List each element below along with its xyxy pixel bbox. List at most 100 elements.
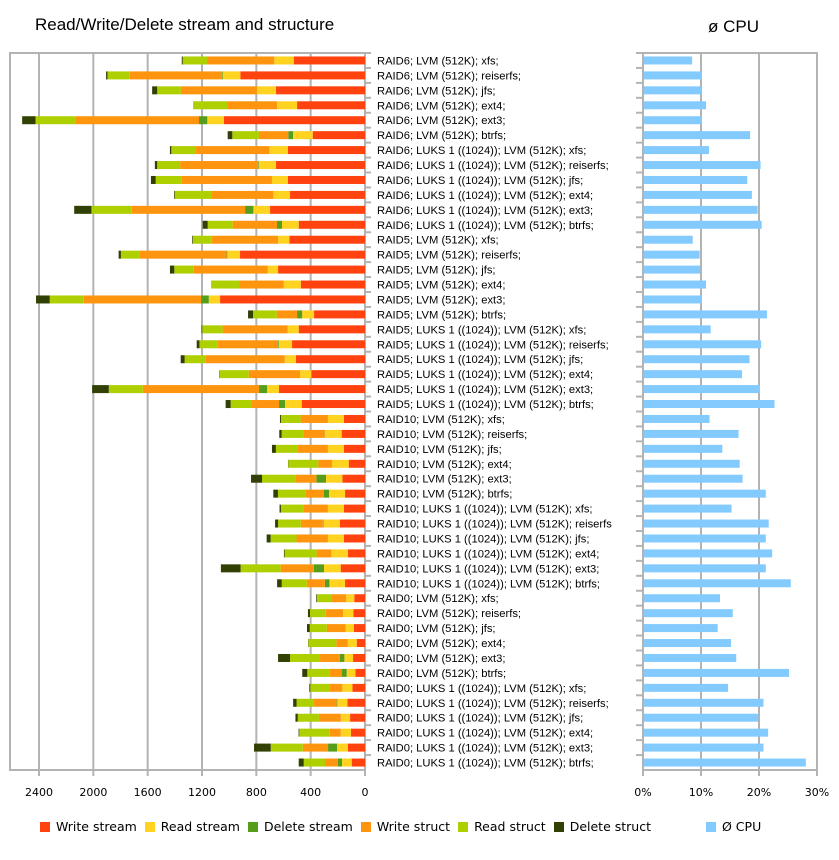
bar-segment-read-stream — [346, 668, 356, 677]
cpu-bar — [644, 549, 773, 558]
bar-segment-write-struct — [306, 579, 325, 588]
legend-left: Write stream Read stream Delete stream Writ… — [40, 819, 659, 834]
bar-segment-write-struct — [305, 489, 324, 498]
legend-right: Ø CPU — [706, 819, 769, 834]
bar-segment-read-stream — [327, 414, 344, 423]
category-label: RAID6; LVM (512K); ext4; — [377, 100, 506, 112]
bar-segment-read-struct — [310, 683, 330, 692]
bar-segment-write-stream — [240, 250, 365, 259]
category-label: RAID5; LUKS 1 ((1024)); LVM (512K); ext4… — [377, 369, 593, 381]
category-label: RAID5; LVM (512K); ext4; — [377, 280, 506, 292]
category-label: RAID5; LVM (512K); reiserfs; — [377, 250, 521, 262]
bar-segment-write-stream — [348, 459, 365, 468]
bar-segment-read-stream — [331, 549, 349, 558]
bar-segment-delete-struct — [192, 235, 193, 244]
category-labels: RAID6; LVM (512K); xfs; RAID6; LVM (512K)… — [377, 55, 612, 769]
bar-segment-write-struct — [318, 713, 341, 722]
bar-segment-write-stream — [276, 161, 365, 170]
cpu-bar — [644, 668, 789, 677]
category-label: RAID5; LUKS 1 ((1024)); LVM (512K); ext3… — [377, 384, 593, 396]
cpu-bar — [644, 205, 758, 214]
bar-segment-read-struct — [309, 624, 327, 633]
bar-segment-read-stream — [329, 489, 346, 498]
chart-title-right: ø CPU — [708, 17, 759, 36]
cpu-bar — [644, 400, 775, 409]
bar-segment-write-stream — [297, 101, 365, 110]
bar-segment-delete-struct — [92, 385, 109, 394]
bar-segment-write-stream — [348, 549, 365, 558]
bar-segment-read-stream — [222, 71, 241, 80]
bar-segment-write-stream — [356, 639, 365, 648]
bar-segment-write-stream — [353, 624, 365, 633]
legend-item: Write struct — [360, 819, 450, 834]
bar-segment-write-struct — [180, 86, 258, 95]
bar-segment-write-stream — [353, 653, 365, 662]
right-tick-label: 0% — [634, 786, 651, 799]
bar-segment-write-stream — [339, 519, 365, 528]
bar-segment-write-stream — [342, 474, 365, 483]
bar-segment-read-struct — [280, 504, 304, 513]
bar-segment-delete-struct — [169, 265, 175, 274]
bar-segment-write-struct — [326, 624, 346, 633]
cpu-bar — [644, 489, 766, 498]
cpu-bar — [644, 265, 701, 274]
bar-segment-delete-struct — [279, 429, 282, 438]
category-label: RAID0; LUKS 1 ((1024)); LVM (512K); xfs; — [377, 683, 586, 695]
bar-segment-read-struct — [303, 758, 326, 767]
bar-segment-read-struct — [309, 609, 326, 618]
bar-segment-read-struct — [262, 474, 296, 483]
bar-segment-write-stream — [345, 489, 365, 498]
bar-segment-delete-stream — [336, 698, 338, 707]
bar-segment-write-struct — [318, 459, 332, 468]
bar-segment-write-stream — [301, 400, 365, 409]
bar-segment-write-stream — [300, 280, 365, 289]
bar-segment-read-struct — [207, 220, 233, 229]
bar-segment-write-stream — [287, 146, 365, 155]
bar-segment-write-struct — [193, 265, 268, 274]
cpu-bars — [644, 56, 806, 767]
bar-segment-read-stream — [271, 175, 288, 184]
category-label: RAID0; LUKS 1 ((1024)); LVM (512K); ext3… — [377, 743, 593, 755]
legend-swatch — [40, 821, 50, 832]
bar-segment-write-struct — [75, 116, 200, 125]
bar-segment-write-struct — [316, 549, 332, 558]
bar-segment-read-struct — [107, 71, 130, 80]
bar-segment-read-stream — [300, 370, 312, 379]
bar-segment-read-struct — [232, 131, 259, 140]
category-label: RAID5; LVM (512K); jfs; — [377, 265, 496, 277]
cpu-bar — [644, 250, 700, 259]
bar-segment-delete-stream — [259, 385, 268, 394]
bar-segment-delete-struct — [283, 549, 285, 558]
legend-item: Write stream — [40, 819, 137, 834]
bar-segment-read-struct — [192, 235, 212, 244]
bar-segment-write-stream — [355, 668, 365, 677]
category-label: RAID0; LVM (512K); jfs; — [377, 623, 496, 635]
bar-segment-read-stream — [284, 400, 302, 409]
bar-segment-write-stream — [352, 683, 365, 692]
bar-segment-delete-struct — [306, 624, 310, 633]
bar-segment-read-stream — [340, 728, 352, 737]
bar-segment-read-stream — [329, 579, 346, 588]
category-label: RAID0; LVM (512K); reiserfs; — [377, 608, 521, 620]
legend-swatch — [247, 821, 258, 832]
cpu-bar — [644, 564, 766, 573]
bar-segment-delete-struct — [298, 758, 304, 767]
bar-segment-delete-stream — [258, 161, 259, 170]
bar-segment-write-stream — [293, 56, 365, 65]
bar-segment-delete-struct — [309, 683, 311, 692]
bar-segment-read-struct — [35, 116, 76, 125]
category-label: RAID10; LVM (512K); ext3; — [377, 474, 512, 486]
cpu-bar — [644, 175, 748, 184]
left-tick-label: 2000 — [79, 786, 107, 799]
bar-segment-delete-struct — [279, 414, 281, 423]
bar-segment-delete-struct — [106, 71, 108, 80]
cpu-bar — [644, 743, 764, 752]
legend-label: Read struct — [474, 819, 546, 834]
bar-segment-write-stream — [292, 340, 365, 349]
bar-segment-read-struct — [240, 564, 281, 573]
bar-segment-read-stream — [277, 101, 298, 110]
bar-segment-write-struct — [296, 534, 328, 543]
bar-segment-delete-struct — [227, 131, 233, 140]
bar-segment-delete-struct — [307, 609, 310, 618]
bar-segment-read-stream — [327, 504, 344, 513]
